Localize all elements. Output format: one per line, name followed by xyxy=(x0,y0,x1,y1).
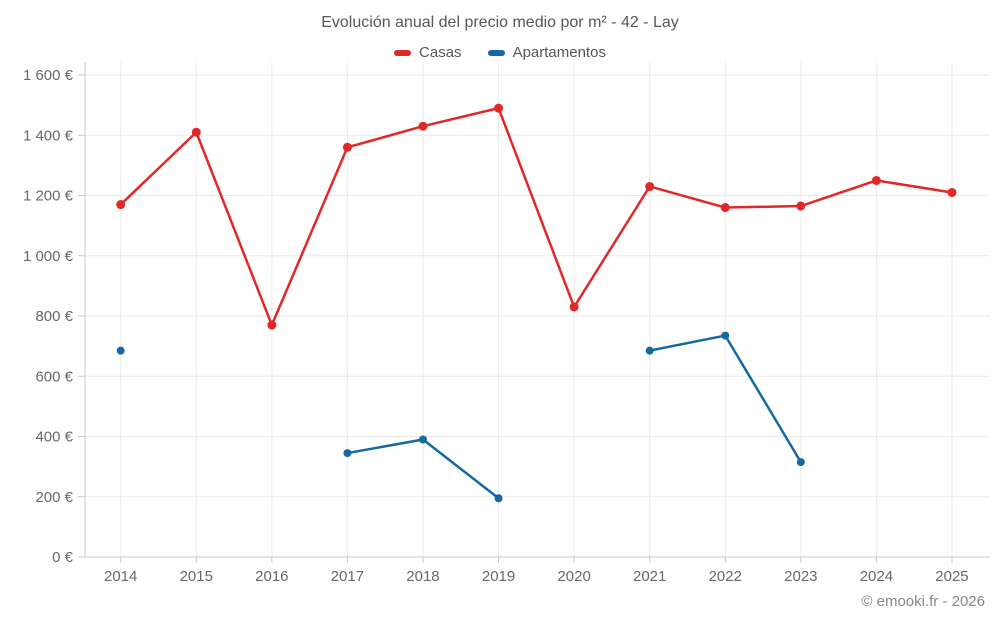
y-tick-label: 400 € xyxy=(35,429,73,446)
x-tick-label: 2021 xyxy=(633,568,666,585)
legend-item-casas[interactable]: Casas xyxy=(394,44,462,61)
data-point[interactable] xyxy=(720,203,730,213)
data-point[interactable] xyxy=(796,201,806,211)
x-tick-label: 2015 xyxy=(180,568,213,585)
x-tick-label: 2018 xyxy=(406,568,439,585)
data-point[interactable] xyxy=(796,458,805,467)
data-point[interactable] xyxy=(569,302,579,312)
casas-series-swatch xyxy=(394,49,412,56)
gridlines xyxy=(85,62,990,557)
data-point[interactable] xyxy=(343,449,352,458)
y-tick-label: 800 € xyxy=(35,308,73,325)
data-point[interactable] xyxy=(342,142,352,152)
y-tick-label: 1 600 € xyxy=(23,67,74,84)
data-point[interactable] xyxy=(418,121,428,131)
y-tick-label: 0 € xyxy=(52,549,74,566)
axes xyxy=(78,62,990,563)
chart-title: Evolución anual del precio medio por m² … xyxy=(321,14,679,31)
x-tick-label: 2023 xyxy=(784,568,817,585)
data-point[interactable] xyxy=(267,320,277,330)
data-point[interactable] xyxy=(494,494,503,503)
data-point[interactable] xyxy=(418,435,427,444)
x-tick-label: 2016 xyxy=(255,568,288,585)
data-point[interactable] xyxy=(116,346,125,355)
legend-label-casas: Casas xyxy=(419,44,462,61)
y-tick-label: 200 € xyxy=(35,489,73,506)
x-tick-label: 2025 xyxy=(935,568,968,585)
legend: Casas Apartamentos xyxy=(0,44,1000,61)
x-tick-label: 2014 xyxy=(104,568,137,585)
copyright: © emooki.fr - 2026 xyxy=(861,593,985,610)
legend-item-apartamentos[interactable]: Apartamentos xyxy=(487,44,606,61)
x-axis-labels: 2014 2015 2016 2017 2018 2019 2020 2021 2022 2023… xyxy=(104,568,969,585)
legend-label-apartamentos: Apartamentos xyxy=(512,44,606,61)
x-tick-label: 2019 xyxy=(482,568,515,585)
y-tick-label: 1 000 € xyxy=(23,248,74,265)
y-tick-label: 1 400 € xyxy=(23,127,74,144)
y-axis-labels: 0 € 200 € 400 € 600 € 800 € 1 000 € 1 200 € 1 4… xyxy=(23,67,74,566)
x-tick-label: 2024 xyxy=(860,568,893,585)
data-point[interactable] xyxy=(645,181,655,191)
data-point[interactable] xyxy=(645,346,654,355)
x-tick-label: 2022 xyxy=(709,568,742,585)
data-point[interactable] xyxy=(871,175,881,185)
data-point[interactable] xyxy=(721,331,730,340)
apartamentos-series-swatch xyxy=(487,49,505,56)
data-point[interactable] xyxy=(494,103,504,113)
data-point[interactable] xyxy=(947,187,957,197)
series-line xyxy=(119,106,954,327)
x-tick-label: 2017 xyxy=(331,568,364,585)
x-tick-label: 2020 xyxy=(557,568,590,585)
y-tick-label: 600 € xyxy=(35,368,73,385)
data-point[interactable] xyxy=(116,200,126,210)
data-point[interactable] xyxy=(191,127,201,137)
y-tick-label: 1 200 € xyxy=(23,188,74,205)
series-casas xyxy=(116,103,957,330)
series-apartamentos xyxy=(116,331,805,503)
